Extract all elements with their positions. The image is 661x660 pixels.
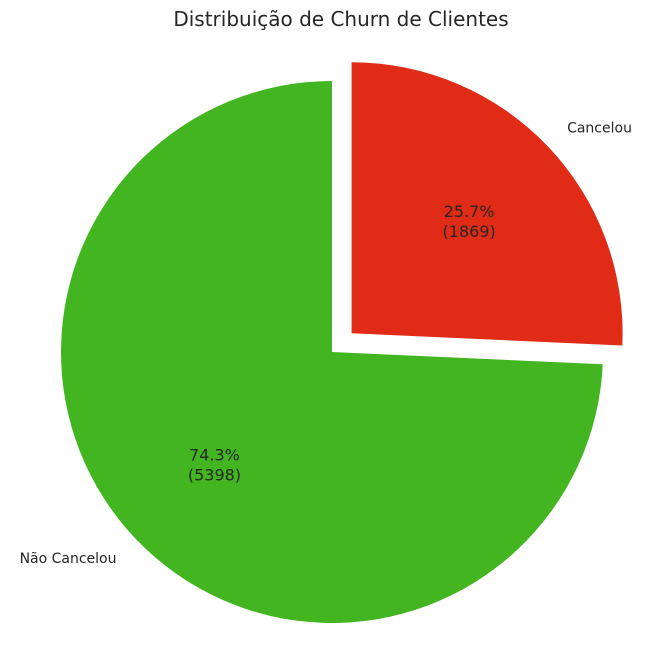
pie-labels: Não Cancelou 74.3%(5398) Cancelou 25.7%(186… [20, 120, 632, 567]
slice-category-label: Cancelou [567, 120, 632, 136]
slice-percent-label: 25.7% [444, 202, 495, 221]
pie-slices [61, 62, 623, 623]
slice-category-label: Não Cancelou [20, 551, 117, 567]
slice-count-label: (5398) [188, 465, 241, 484]
pie-slice-cancelou [351, 62, 623, 346]
slice-percent-label: 74.3% [189, 445, 240, 464]
slice-count-label: (1869) [443, 222, 496, 241]
pie-slice-n-o-cancelou [61, 81, 603, 623]
chart-title: Distribuição de Churn de Clientes [173, 7, 508, 31]
